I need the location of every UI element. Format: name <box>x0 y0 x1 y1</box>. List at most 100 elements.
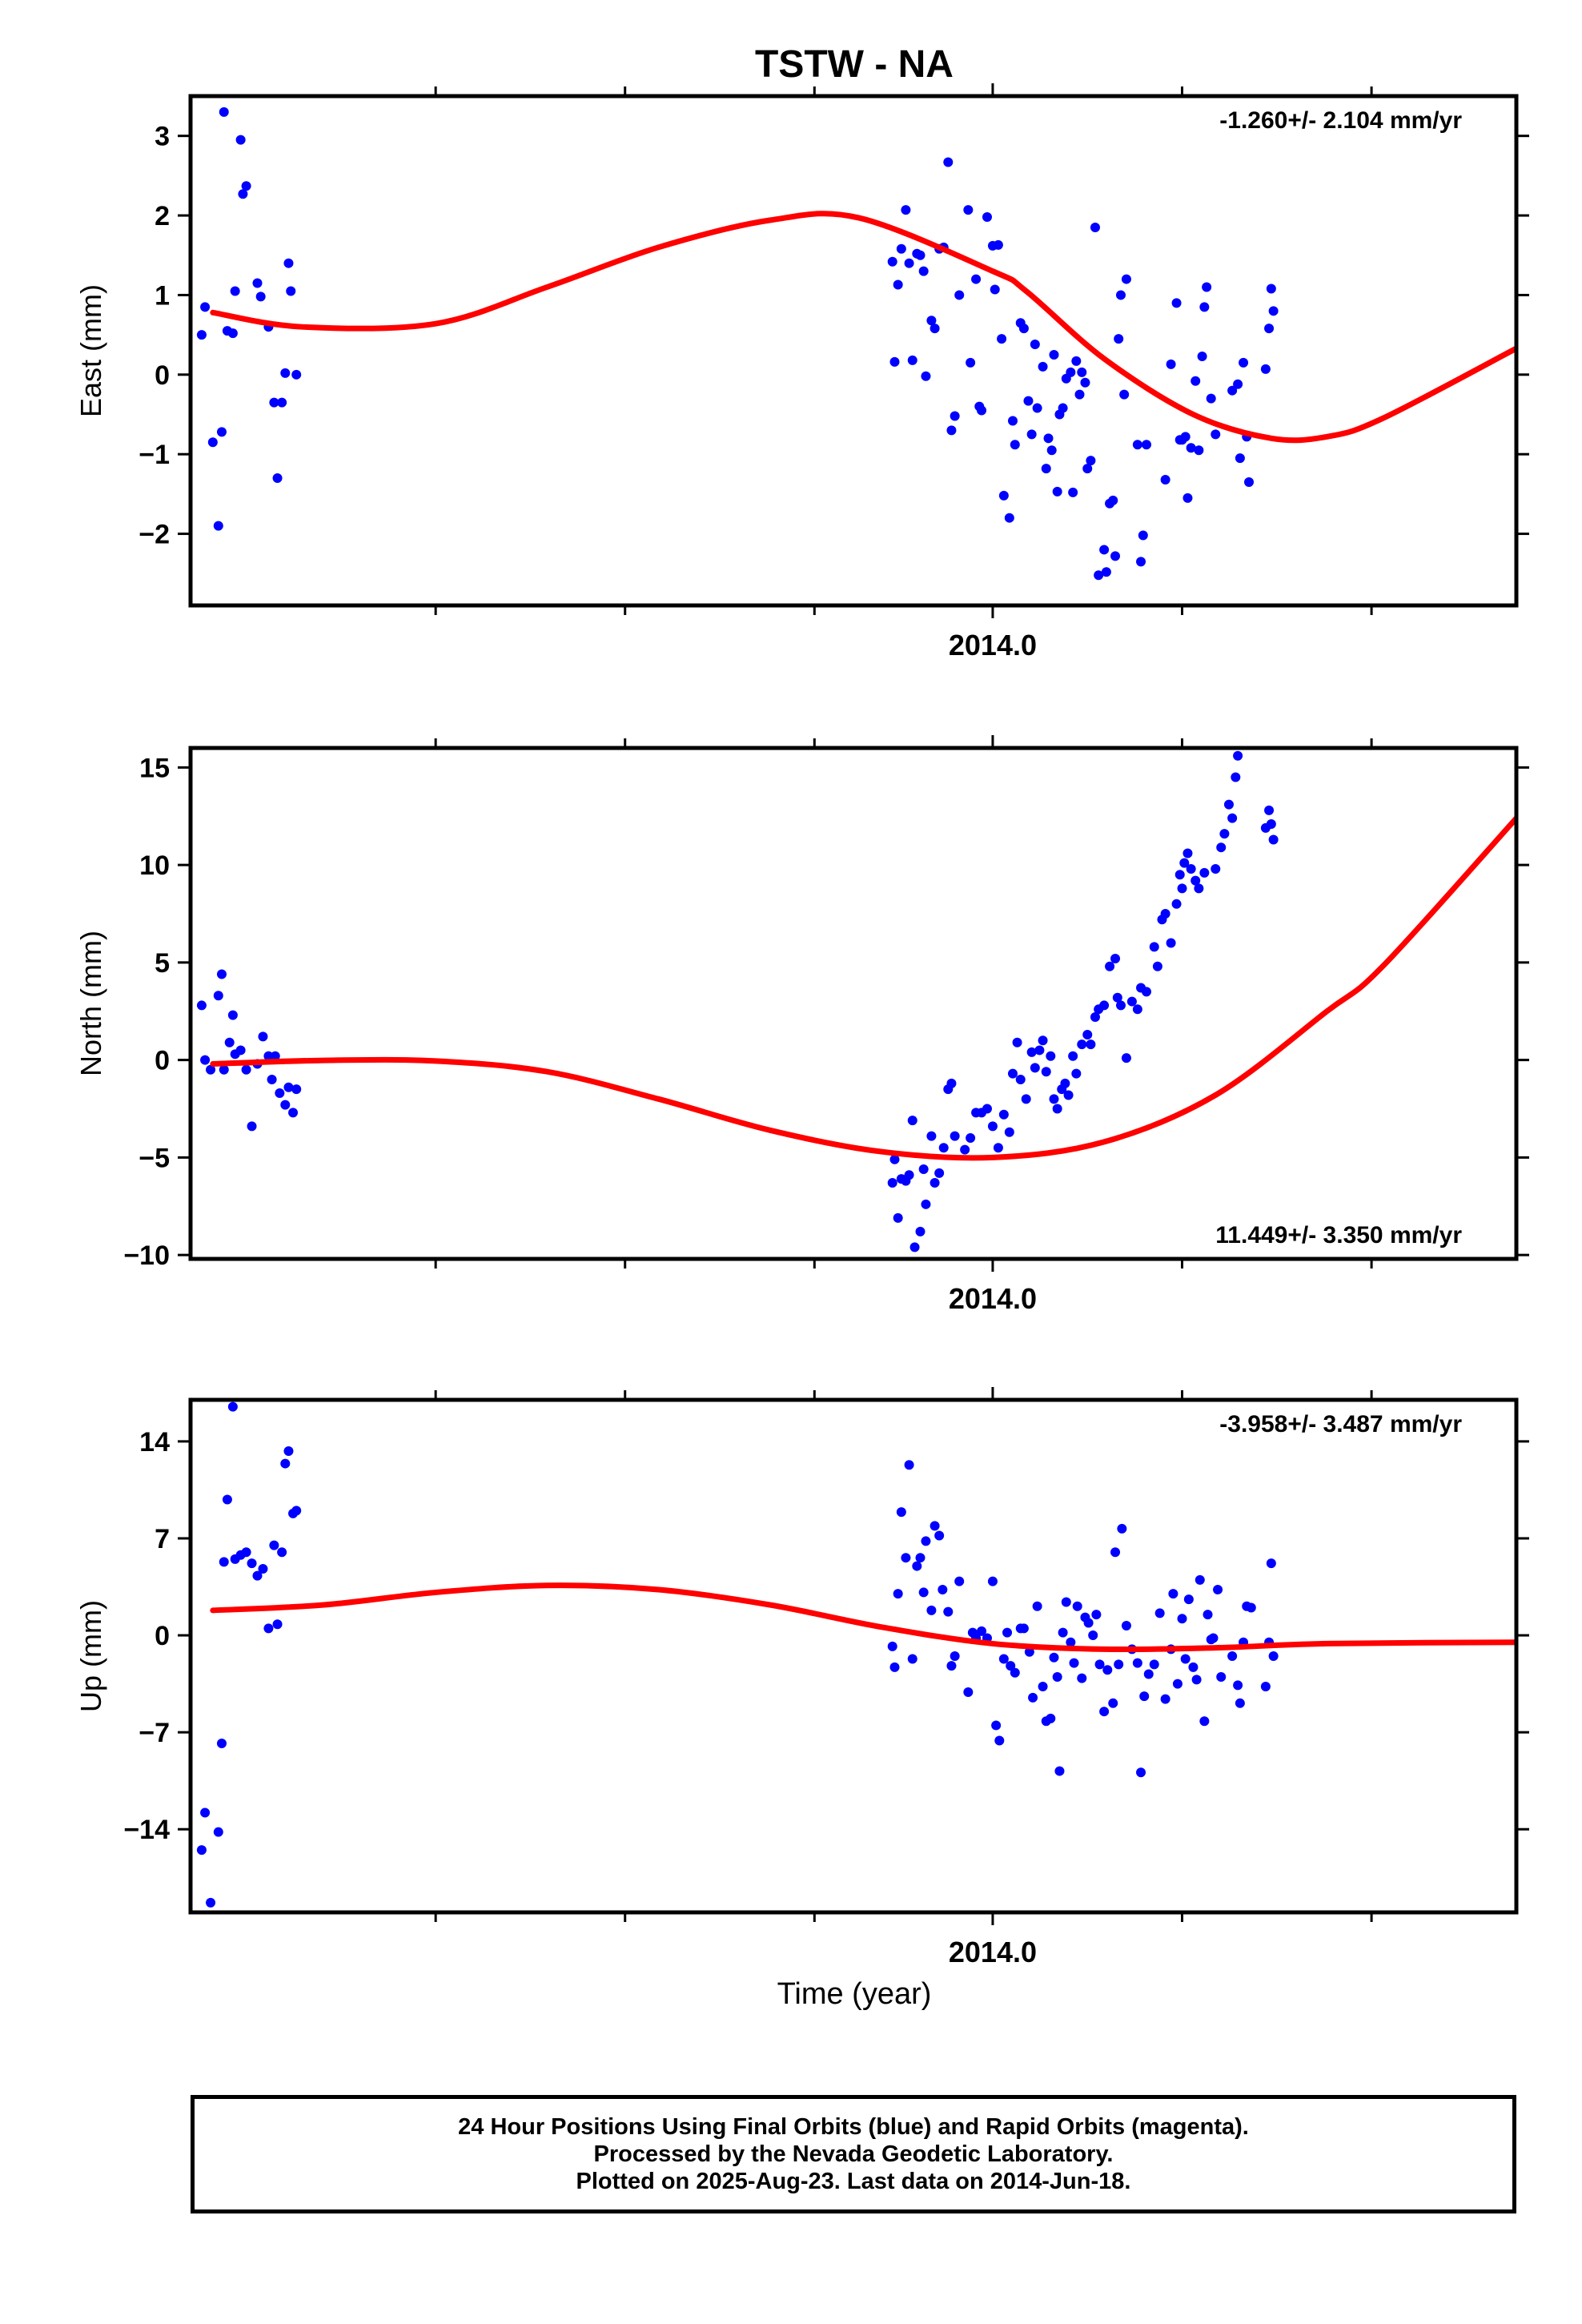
data-point <box>1099 545 1110 555</box>
data-point <box>1002 1627 1013 1638</box>
data-point <box>1231 772 1241 782</box>
data-point <box>1194 445 1204 456</box>
data-point <box>1186 863 1196 874</box>
data-point <box>1060 1078 1070 1088</box>
y-tick-label: −7 <box>139 1718 170 1748</box>
data-point <box>1223 799 1234 810</box>
data-point <box>901 1553 911 1563</box>
data-point <box>1094 1659 1105 1670</box>
data-point <box>915 1553 926 1563</box>
data-point <box>901 205 911 215</box>
data-point <box>1101 567 1111 577</box>
data-point <box>926 316 937 326</box>
data-point <box>213 1827 223 1837</box>
data-point <box>1160 474 1170 485</box>
data-point <box>893 1589 903 1599</box>
data-point <box>269 1540 279 1550</box>
data-point <box>1115 290 1126 300</box>
data-point <box>1110 1547 1121 1558</box>
data-point <box>1105 961 1115 971</box>
data-point <box>1126 996 1137 1007</box>
panel-1: 3 2 1 0 −1 −2 2014.0 East (mm) -1.260+/- 2.104 m… <box>74 83 1529 661</box>
data-point <box>280 368 291 378</box>
data-point <box>280 1100 291 1110</box>
data-point <box>977 405 987 416</box>
data-point <box>912 1561 922 1571</box>
fit-curve <box>210 211 1516 444</box>
data-point <box>1058 403 1068 413</box>
y-tick-label: 10 <box>139 850 170 881</box>
data-point <box>1179 858 1190 868</box>
y-tick-label: 3 <box>155 122 170 152</box>
data-point <box>1066 367 1076 377</box>
data-point <box>990 284 1000 295</box>
data-point <box>1132 1004 1142 1015</box>
data-point <box>1026 429 1037 440</box>
data-point <box>196 1000 207 1011</box>
data-point <box>966 357 976 368</box>
data-point <box>1032 403 1042 413</box>
data-point <box>1197 351 1207 361</box>
data-point <box>1038 361 1048 372</box>
data-point <box>926 1605 937 1615</box>
data-point <box>1244 476 1255 487</box>
data-point <box>1061 1597 1071 1607</box>
data-point <box>896 1507 906 1518</box>
data-point <box>1030 340 1040 350</box>
data-point <box>1077 1673 1087 1683</box>
data-point <box>987 1121 998 1132</box>
data-point <box>1030 1063 1040 1073</box>
data-point <box>893 1212 903 1223</box>
data-point <box>1136 557 1146 567</box>
data-point <box>909 1242 920 1252</box>
data-point <box>1186 443 1196 453</box>
data-point <box>272 473 283 483</box>
data-point <box>1049 1094 1059 1104</box>
data-point <box>1177 883 1187 894</box>
data-point <box>1052 486 1062 497</box>
data-point <box>1012 1037 1022 1047</box>
data-point <box>1211 429 1221 440</box>
data-point <box>216 427 227 437</box>
data-point <box>1052 1104 1062 1114</box>
data-point <box>1069 1658 1079 1668</box>
data-point <box>1211 863 1221 874</box>
data-point <box>1018 1623 1029 1634</box>
data-point <box>1108 1698 1118 1708</box>
data-point <box>934 1168 945 1178</box>
data-point <box>1233 1680 1243 1691</box>
data-point <box>1066 1637 1076 1647</box>
data-point <box>1024 1647 1034 1657</box>
data-point <box>1227 813 1238 823</box>
data-point <box>1143 1669 1154 1679</box>
data-point <box>1077 1039 1087 1050</box>
data-point <box>207 437 218 448</box>
data-point <box>1046 1051 1056 1061</box>
data-point <box>1171 899 1182 909</box>
data-point <box>1233 379 1243 389</box>
data-point <box>998 1654 1009 1664</box>
data-point <box>889 1662 900 1672</box>
data-point <box>998 1109 1009 1120</box>
data-point <box>915 250 926 260</box>
data-point <box>291 369 302 380</box>
data-point <box>930 1178 940 1188</box>
data-point <box>1071 356 1082 366</box>
data-point <box>1023 396 1034 406</box>
data-point <box>991 1720 1002 1731</box>
data-point <box>1049 349 1059 360</box>
data-point <box>1239 357 1249 368</box>
y-tick-label: 7 <box>155 1524 170 1554</box>
data-point <box>994 1735 1005 1746</box>
data-point <box>1121 1620 1131 1630</box>
data-point <box>963 1687 974 1697</box>
data-point <box>918 266 929 276</box>
data-point <box>1264 324 1275 334</box>
data-point <box>943 157 954 167</box>
data-point <box>291 1506 302 1516</box>
data-point <box>997 334 1007 344</box>
data-point <box>950 1131 960 1141</box>
data-point <box>1152 961 1162 971</box>
data-point <box>247 1558 257 1569</box>
data-point <box>921 371 931 381</box>
